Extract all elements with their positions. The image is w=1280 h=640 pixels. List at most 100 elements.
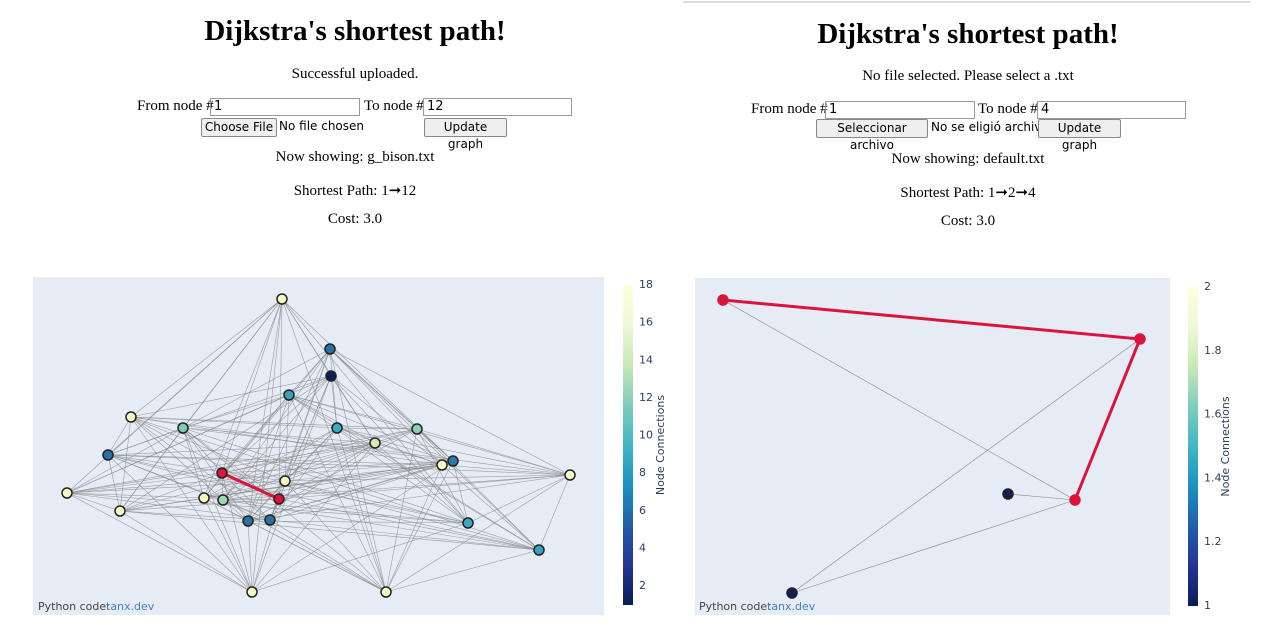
edge	[222, 427, 338, 501]
edge	[281, 298, 387, 593]
edge	[336, 427, 418, 430]
edge	[222, 498, 280, 501]
shortest-path: Shortest Path: 1➞2➞4	[900, 185, 1036, 201]
edge	[66, 480, 286, 494]
edge	[66, 394, 290, 494]
colorbar-tick-label: 1.6	[1204, 408, 1222, 421]
edge	[416, 428, 571, 476]
edge	[119, 427, 184, 512]
node	[102, 449, 114, 461]
edge	[221, 428, 418, 474]
colorbar-tick-label: 1.8	[1204, 344, 1222, 357]
edge	[182, 427, 376, 444]
path-edge	[221, 471, 280, 501]
edge	[119, 472, 223, 512]
edge	[251, 498, 280, 593]
node	[462, 517, 474, 529]
update-button[interactable]: Update graph	[1038, 119, 1121, 152]
edge	[182, 394, 290, 429]
status: No file selected. Please select a .txt	[862, 68, 1074, 84]
edge	[288, 394, 418, 430]
node	[325, 370, 337, 382]
edge	[329, 348, 338, 429]
edge	[278, 442, 376, 500]
status: Successful uploaded.	[291, 66, 419, 82]
colorbar-tick-label: 18	[639, 278, 653, 291]
edge	[278, 498, 540, 551]
edge	[66, 492, 469, 524]
edge	[222, 499, 271, 521]
edge	[221, 472, 253, 593]
edge	[251, 522, 469, 593]
node	[717, 294, 729, 306]
footer-link[interactable]: tanx.dev	[106, 600, 155, 613]
colorbar-tick-label: 1.4	[1204, 471, 1222, 484]
edge	[251, 298, 283, 593]
to-input[interactable]: 12	[423, 98, 572, 116]
colorbar-tick-label: 2	[639, 579, 646, 592]
edge	[791, 338, 1141, 594]
edge	[278, 474, 571, 500]
edge	[247, 480, 286, 522]
edge	[288, 394, 571, 476]
edge	[336, 427, 443, 466]
edges	[722, 299, 1141, 594]
edge	[107, 454, 286, 482]
node	[564, 469, 576, 481]
colorbar-tick-label: 2	[1204, 280, 1211, 293]
edge	[221, 298, 283, 474]
edge	[107, 454, 443, 466]
edge	[385, 549, 540, 593]
edges	[66, 298, 571, 593]
edge	[722, 299, 1076, 501]
edge	[66, 492, 121, 512]
edge	[329, 348, 454, 462]
edge	[66, 427, 184, 494]
colorbar-title: Node Connections	[654, 395, 667, 495]
edge	[374, 442, 443, 466]
update-button[interactable]: Update graph	[424, 118, 507, 151]
colorbar-title: Node Connections	[1219, 396, 1232, 496]
colorbar-tick-label: 8	[639, 466, 646, 479]
edge	[269, 348, 331, 521]
edge	[182, 348, 331, 429]
edge	[66, 472, 223, 494]
colorbar-tick-label: 16	[639, 316, 653, 329]
edge	[247, 474, 571, 522]
edge	[467, 474, 571, 524]
edge	[66, 298, 283, 494]
from-input[interactable]: 1	[825, 101, 975, 119]
edge	[130, 375, 332, 418]
footer-link[interactable]: tanx.dev	[767, 600, 816, 613]
node	[279, 475, 291, 487]
colorbar	[1188, 287, 1198, 606]
edge	[385, 428, 418, 593]
colorbar-tick-label: 1.2	[1204, 535, 1222, 548]
node	[242, 515, 254, 527]
edge	[288, 394, 387, 593]
cost: Cost: 3.0	[327, 211, 383, 227]
node	[1134, 333, 1146, 345]
node	[177, 422, 189, 434]
edge	[791, 499, 1076, 594]
file-button[interactable]: Seleccionar archivo	[816, 119, 928, 152]
edge	[107, 454, 271, 521]
edge	[107, 416, 132, 456]
edge	[288, 394, 454, 462]
edge	[182, 427, 205, 499]
edge	[182, 427, 469, 524]
to-input[interactable]: 4	[1037, 101, 1186, 119]
edge	[329, 348, 571, 476]
from-input[interactable]: 1	[210, 98, 360, 116]
edge	[288, 394, 469, 524]
node	[216, 467, 228, 479]
edge	[284, 480, 469, 524]
edge	[66, 492, 253, 593]
edge	[119, 498, 280, 512]
edge	[66, 460, 454, 494]
edge	[221, 394, 290, 474]
edge	[222, 375, 332, 501]
file-button[interactable]: Choose File	[201, 118, 277, 137]
node	[276, 293, 288, 305]
